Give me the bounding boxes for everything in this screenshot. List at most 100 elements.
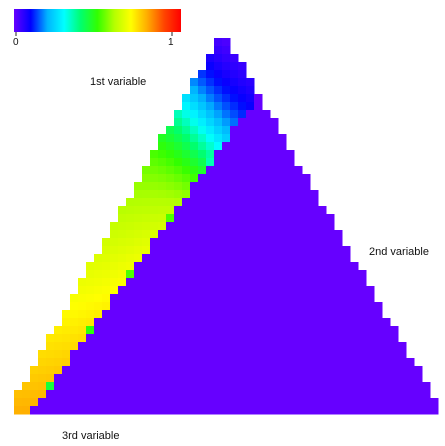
- heatmap-cell: [174, 134, 183, 143]
- heatmap-cell: [246, 238, 255, 247]
- heatmap-cell: [94, 318, 103, 327]
- heatmap-cell: [310, 278, 319, 287]
- heatmap-cell: [182, 166, 191, 175]
- heatmap-cell: [414, 390, 423, 399]
- heatmap-cell: [70, 342, 79, 351]
- heatmap-cell: [158, 398, 167, 407]
- heatmap-cell: [150, 406, 159, 415]
- heatmap-cell: [246, 230, 255, 239]
- heatmap-cell: [254, 326, 263, 335]
- heatmap-cell: [102, 302, 111, 311]
- heatmap-cell: [238, 222, 247, 231]
- heatmap-cell: [54, 366, 63, 375]
- heatmap-cell: [206, 102, 215, 111]
- heatmap-cell: [118, 342, 127, 351]
- heatmap-cell: [222, 206, 231, 215]
- heatmap-cell: [270, 390, 279, 399]
- heatmap-cell: [278, 150, 287, 159]
- heatmap-cell: [134, 398, 143, 407]
- heatmap-cell: [262, 262, 271, 271]
- heatmap-cell: [62, 318, 71, 327]
- heatmap-cell: [270, 174, 279, 183]
- heatmap-cell: [86, 334, 95, 343]
- heatmap-cell: [254, 334, 263, 343]
- heatmap-cell: [262, 254, 271, 263]
- heatmap-cell: [254, 238, 263, 247]
- heatmap-cell: [214, 46, 223, 55]
- heatmap-cell: [174, 398, 183, 407]
- heatmap-cell: [30, 390, 39, 399]
- heatmap-cell: [254, 318, 263, 327]
- heatmap-cell: [278, 318, 287, 327]
- heatmap-cell: [270, 310, 279, 319]
- heatmap-cell: [262, 118, 271, 127]
- heatmap-cell: [174, 238, 183, 247]
- heatmap-cell: [198, 190, 207, 199]
- heatmap-cell: [206, 158, 215, 167]
- heatmap-cell: [238, 214, 247, 223]
- heatmap-cell: [230, 302, 239, 311]
- heatmap-cell: [254, 366, 263, 375]
- heatmap-cell: [262, 238, 271, 247]
- heatmap-cell: [278, 222, 287, 231]
- heatmap-cell: [174, 246, 183, 255]
- heatmap-cell: [374, 366, 383, 375]
- heatmap-cell: [110, 294, 119, 303]
- heatmap-cell: [198, 302, 207, 311]
- heatmap-cell: [230, 134, 239, 143]
- heatmap-cell: [254, 142, 263, 151]
- heatmap-cell: [190, 110, 199, 119]
- heatmap-cell: [110, 278, 119, 287]
- heatmap-cell: [182, 334, 191, 343]
- heatmap-cell: [382, 366, 391, 375]
- heatmap-cell: [94, 390, 103, 399]
- heatmap-cell: [214, 254, 223, 263]
- heatmap-cell: [302, 302, 311, 311]
- heatmap-cell: [342, 278, 351, 287]
- heatmap-cell: [318, 286, 327, 295]
- heatmap-cell: [110, 286, 119, 295]
- heatmap-cell: [302, 198, 311, 207]
- heatmap-cell: [326, 318, 335, 327]
- heatmap-cell: [310, 334, 319, 343]
- heatmap-cell: [358, 294, 367, 303]
- heatmap-cell: [222, 62, 231, 71]
- heatmap-cell: [110, 342, 119, 351]
- heatmap-cell: [118, 406, 127, 415]
- heatmap-cell: [310, 382, 319, 391]
- heatmap-cell: [174, 278, 183, 287]
- heatmap-cell: [110, 310, 119, 319]
- heatmap-cell: [350, 398, 359, 407]
- heatmap-cell: [142, 254, 151, 263]
- heatmap-cell: [366, 286, 375, 295]
- heatmap-cell: [366, 406, 375, 415]
- heatmap-cell: [294, 366, 303, 375]
- heatmap-cell: [230, 70, 239, 79]
- heatmap-cell: [174, 230, 183, 239]
- heatmap-cell: [214, 126, 223, 135]
- heatmap-cell: [326, 262, 335, 271]
- heatmap-cell: [126, 406, 135, 415]
- heatmap-cell: [302, 334, 311, 343]
- heatmap-cell: [302, 254, 311, 263]
- heatmap-cell: [190, 78, 199, 87]
- heatmap-cell: [30, 382, 39, 391]
- heatmap-cell: [262, 398, 271, 407]
- heatmap-cell: [278, 278, 287, 287]
- heatmap-cell: [214, 294, 223, 303]
- heatmap-cell: [134, 278, 143, 287]
- heatmap-cell: [78, 326, 87, 335]
- heatmap-cell: [94, 382, 103, 391]
- colorbar-max-label: 1: [168, 37, 174, 48]
- heatmap-cell: [342, 358, 351, 367]
- heatmap-cell: [198, 342, 207, 351]
- heatmap-cell: [358, 342, 367, 351]
- heatmap-cell: [254, 150, 263, 159]
- heatmap-cell: [350, 294, 359, 303]
- heatmap-cell: [334, 294, 343, 303]
- heatmap-cell: [254, 110, 263, 119]
- heatmap-cell: [134, 238, 143, 247]
- heatmap-cell: [270, 294, 279, 303]
- heatmap-cell: [182, 126, 191, 135]
- heatmap-cell: [254, 206, 263, 215]
